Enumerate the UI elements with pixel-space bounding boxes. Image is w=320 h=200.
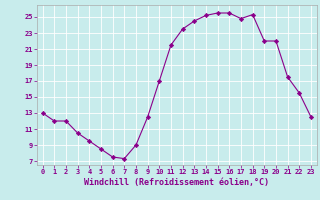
X-axis label: Windchill (Refroidissement éolien,°C): Windchill (Refroidissement éolien,°C) bbox=[84, 178, 269, 187]
